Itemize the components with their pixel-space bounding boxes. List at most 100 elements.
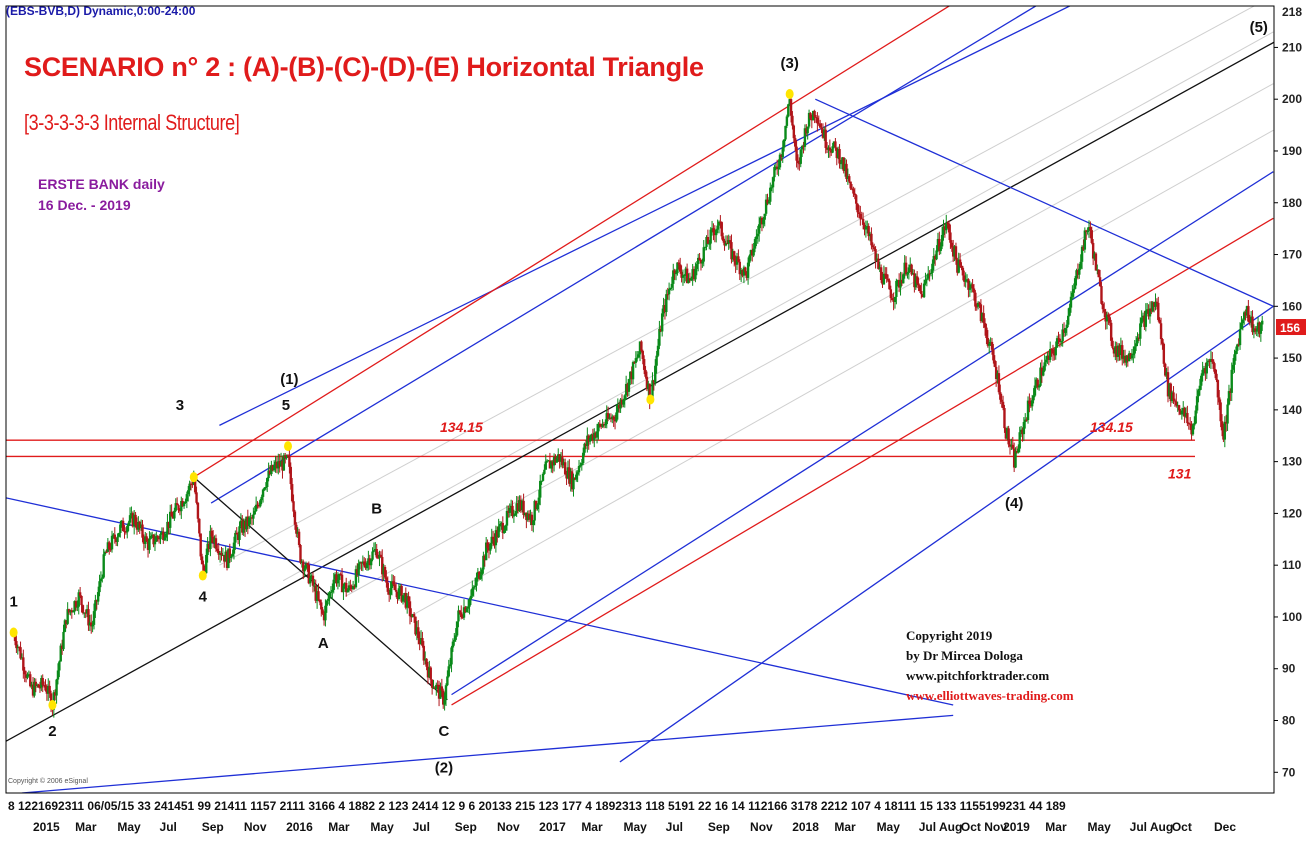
candle-body	[946, 223, 949, 225]
candle-body	[446, 676, 449, 686]
instrument-name: ERSTE BANK daily	[38, 176, 165, 192]
candle-body	[167, 521, 171, 528]
candle-body	[1083, 230, 1087, 250]
candle-body	[360, 562, 363, 564]
candle-body	[832, 141, 836, 147]
candle-body	[313, 585, 316, 587]
chart-title: SCENARIO n° 2 : (A)-(B)-(C)-(D)-(E) Hori…	[24, 52, 704, 82]
candle-body	[857, 212, 861, 215]
x-month-label: Sep	[202, 820, 224, 834]
candle-body	[810, 118, 814, 121]
candle-body	[399, 585, 402, 589]
candle-body	[1090, 230, 1093, 243]
candle-body	[1236, 344, 1239, 351]
candle-body	[472, 587, 475, 589]
candle-body	[242, 521, 245, 533]
x-month-label: 2017	[539, 820, 566, 834]
candle-body	[728, 240, 732, 243]
candle-body	[774, 166, 778, 168]
candle-body	[460, 612, 463, 618]
candle-body	[311, 575, 315, 586]
candle-body	[1044, 359, 1048, 363]
candle-body	[356, 569, 359, 575]
candle-body	[285, 455, 288, 458]
candle-body	[185, 494, 189, 502]
candle-body	[248, 517, 251, 527]
candle-body	[443, 699, 446, 705]
candle-body	[1197, 390, 1200, 397]
candle-body	[320, 602, 323, 610]
instrument-date: 16 Dec. - 2019	[38, 197, 131, 213]
candle-body	[414, 616, 417, 635]
candle-body	[1141, 315, 1145, 318]
candle-body	[1154, 301, 1157, 307]
candle-body	[400, 585, 403, 602]
candle-body	[132, 514, 136, 527]
candle-body	[83, 612, 86, 614]
candle-body	[256, 504, 259, 506]
candle-body	[375, 549, 378, 558]
candle-body	[759, 217, 762, 225]
candle-body	[652, 380, 656, 383]
candle-body	[1010, 444, 1013, 447]
candle-body	[1085, 230, 1088, 233]
candle-body	[703, 246, 707, 248]
candle-body	[424, 658, 427, 661]
pivot-marker-4	[284, 441, 293, 452]
candle-body	[69, 610, 72, 613]
candle-body	[292, 501, 295, 512]
candle-body	[947, 223, 951, 233]
candle-body	[508, 507, 511, 513]
x-month-label: May	[117, 820, 141, 834]
candle-body	[554, 457, 557, 463]
candle-body	[282, 455, 286, 471]
candle-body	[895, 280, 898, 297]
candle-body	[691, 269, 694, 279]
candle-body	[903, 262, 906, 275]
candle-body	[742, 267, 746, 276]
candle-body	[866, 226, 869, 228]
x-month-label: May	[370, 820, 394, 834]
candle-body	[597, 423, 600, 432]
candle-body	[827, 147, 830, 150]
candle-body	[893, 296, 897, 302]
candle-body	[684, 268, 687, 275]
candle-body	[162, 531, 165, 541]
candle-body	[148, 538, 151, 550]
candle-body	[430, 679, 434, 688]
candle-body	[299, 544, 302, 563]
candle-body	[861, 218, 865, 225]
candle-body	[781, 147, 784, 158]
candle-body	[1208, 360, 1211, 362]
candle-body	[214, 538, 218, 549]
candle-body	[1057, 338, 1060, 340]
candle-body	[367, 558, 370, 563]
candle-body	[870, 233, 873, 246]
candle-body	[563, 462, 567, 475]
candle-body	[680, 271, 683, 278]
candle-body	[321, 609, 324, 614]
candle-body	[641, 350, 644, 359]
candle-body	[525, 512, 528, 521]
candle-body	[1119, 345, 1123, 356]
ticker-header: (EBS-BVB,D) Dynamic,0:00-24:00	[6, 4, 196, 18]
x-month-label: Nov	[750, 820, 773, 834]
candle-body	[271, 465, 274, 471]
candle-body	[1175, 401, 1178, 406]
candle-body	[493, 539, 496, 546]
candle-body	[210, 530, 213, 537]
candle-body	[1026, 400, 1030, 421]
candle-body	[526, 513, 529, 521]
wave-label: 4	[199, 588, 208, 605]
candle-body	[939, 246, 942, 251]
candle-body	[988, 343, 991, 346]
candle-body	[40, 678, 43, 688]
candle-body	[263, 487, 266, 490]
candle-body	[881, 279, 884, 285]
candle-body	[852, 189, 855, 194]
candle-body	[121, 520, 125, 532]
candle-body	[656, 345, 660, 356]
candle-body	[350, 586, 353, 589]
candle-body	[784, 125, 787, 140]
candle-body	[1198, 385, 1202, 391]
